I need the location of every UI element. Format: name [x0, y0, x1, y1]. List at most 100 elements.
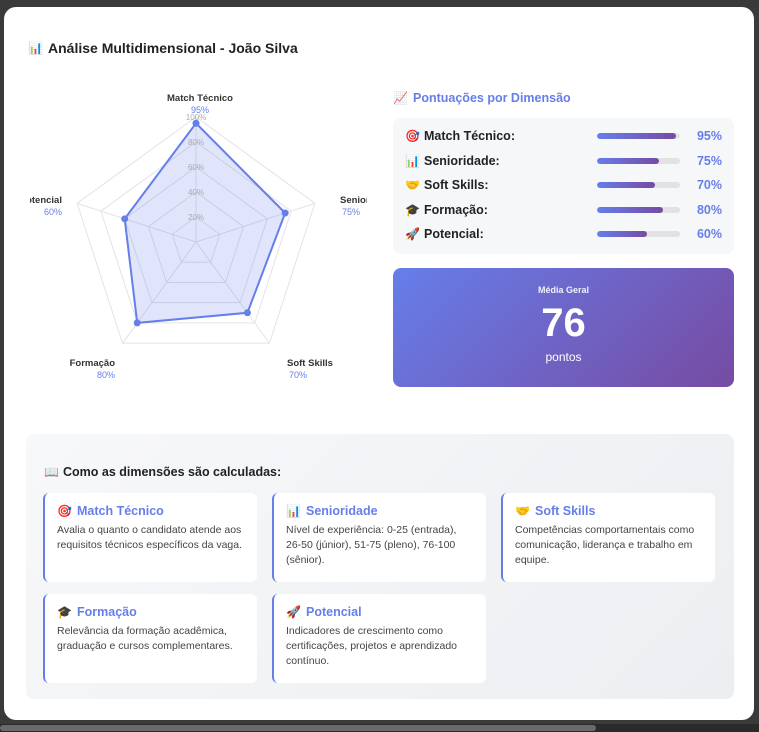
average-label: Média Geral [537, 285, 590, 295]
dimension-card-title: 🎓 Formação [57, 605, 245, 619]
page-title-text: Análise Multidimensional - João Silva [48, 40, 298, 56]
bar-chart-icon: 📊 [405, 153, 420, 168]
score-label: 🤝 Soft Skills: [405, 178, 595, 192]
scrollbar-thumb[interactable] [0, 725, 596, 731]
dimension-card-title-text: Soft Skills [535, 504, 596, 518]
score-label-text: Potencial: [424, 227, 484, 241]
bar-chart-icon: 📊 [286, 504, 301, 518]
value-label: 80% [97, 370, 115, 380]
score-bar [597, 157, 680, 164]
score-value: 95% [696, 129, 722, 143]
data-point [243, 309, 251, 317]
data-area [123, 121, 287, 324]
score-row: 🎓 Formação: 80% [405, 200, 722, 220]
score-bar-fill [597, 206, 664, 213]
score-bar [597, 182, 680, 188]
target-icon: 🎯 [57, 504, 72, 518]
dimension-card: 🎯 Match Técnico Avalia o quanto o candidat… [43, 493, 257, 582]
axis-label: Potencial [30, 195, 62, 206]
explanation-heading: 📖 Como as dimensões são calculadas: [44, 465, 281, 479]
score-label-text: Match Técnico: [424, 129, 515, 143]
dimension-card-title-text: Formação [77, 605, 137, 619]
grid-ring [76, 116, 316, 344]
data-point [133, 319, 141, 327]
dimension-card-description: Indicadores de crescimento como certific… [286, 625, 458, 667]
dimension-card-title-text: Potencial [306, 605, 362, 619]
graduation-cap-icon: 🎓 [57, 605, 72, 619]
analysis-modal: 📊 Análise Multidimensional - João Silva … [4, 7, 754, 720]
dimension-card-title-text: Senioridade [306, 504, 378, 518]
chart-increasing-icon: 📈 [393, 91, 408, 105]
tick-label: 100% [186, 113, 206, 122]
score-label: 📊 Senioridade: [405, 154, 595, 168]
grid-spoke [76, 202, 197, 243]
book-icon: 📖 [44, 465, 59, 479]
average-value: 76 [541, 301, 586, 345]
scores-panel: 🎯 Match Técnico: 95% 📊 Senioridade: 75% 🤝 Sof… [393, 118, 734, 254]
data-point [192, 119, 200, 127]
score-label-text: Soft Skills: [424, 178, 489, 192]
dimension-card-title: 📊 Senioridade [286, 504, 474, 518]
dimension-card-description: Relevância da formação acadêmica, gradua… [57, 625, 233, 652]
tick-label: 40% [188, 188, 204, 197]
dimension-card-title-text: Match Técnico [77, 504, 164, 518]
grid-spoke [122, 241, 197, 344]
score-value: 75% [696, 153, 722, 168]
grid-ring [171, 216, 221, 263]
dimension-card: 📊 Senioridade Nível de experiência: 0-25 (… [272, 493, 486, 582]
grid-spoke [195, 202, 316, 243]
grid-ring [124, 166, 268, 304]
dimension-card-title: 🤝 Soft Skills [515, 504, 703, 518]
value-label: 70% [289, 370, 307, 380]
rocket-icon: 🚀 [286, 605, 301, 619]
value-label: 60% [44, 207, 62, 217]
average-card: Média Geral 76 pontos [393, 268, 734, 387]
score-bar-fill [597, 182, 656, 188]
score-label: 🎓 Formação: [405, 203, 595, 217]
score-row: 📊 Senioridade: 75% [405, 151, 722, 171]
target-icon: 🎯 [405, 129, 420, 143]
bar-chart-icon: 📊 [28, 41, 43, 55]
page-title: 📊 Análise Multidimensional - João Silva [28, 40, 298, 56]
score-bar-fill [597, 133, 676, 139]
dimension-card-description: Avalia o quanto o candidato atende aos r… [57, 524, 243, 551]
value-label: 75% [342, 207, 360, 217]
score-label-text: Senioridade: [424, 153, 500, 168]
score-bar-fill [597, 157, 660, 164]
score-value: 80% [696, 202, 722, 217]
score-label-text: Formação: [424, 202, 488, 217]
scores-heading-text: Pontuações por Dimensão [413, 91, 571, 105]
explanation-heading-text: Como as dimensões são calculadas: [63, 465, 282, 479]
grid-spoke [195, 241, 270, 344]
tick-label: 80% [188, 138, 204, 147]
axis-label: Match Técnico [167, 93, 233, 104]
dimension-card: 🚀 Potencial Indicadores de crescimento com… [272, 594, 486, 683]
grid-ring [100, 141, 292, 324]
score-value: 60% [696, 227, 722, 241]
horizontal-scrollbar[interactable] [0, 724, 759, 732]
axis-label: Soft Skills [287, 358, 333, 369]
score-row: 🎯 Match Técnico: 95% [405, 126, 722, 146]
handshake-icon: 🤝 [405, 178, 420, 192]
tick-label: 60% [188, 163, 204, 172]
data-point [121, 215, 129, 223]
score-label: 🚀 Potencial: [405, 227, 595, 241]
score-bar [597, 231, 680, 237]
dimension-card: 🤝 Soft Skills Competências comportamentais… [501, 493, 715, 582]
grid-ring [147, 191, 245, 283]
tick-label: 20% [188, 213, 204, 222]
score-value: 70% [696, 178, 722, 192]
score-bar [597, 133, 680, 139]
handshake-icon: 🤝 [515, 504, 530, 518]
rocket-icon: 🚀 [405, 227, 420, 241]
data-point [281, 209, 289, 217]
score-row: 🤝 Soft Skills: 70% [405, 175, 722, 195]
dimension-card: 🎓 Formação Relevância da formação acadêmic… [43, 594, 257, 683]
average-unit: pontos [545, 350, 582, 364]
dimension-card-title: 🚀 Potencial [286, 605, 474, 619]
score-bar-fill [597, 231, 647, 237]
axis-label: Senioridade [340, 195, 367, 206]
value-label: 95% [191, 105, 209, 115]
dimension-card-title: 🎯 Match Técnico [57, 504, 245, 518]
